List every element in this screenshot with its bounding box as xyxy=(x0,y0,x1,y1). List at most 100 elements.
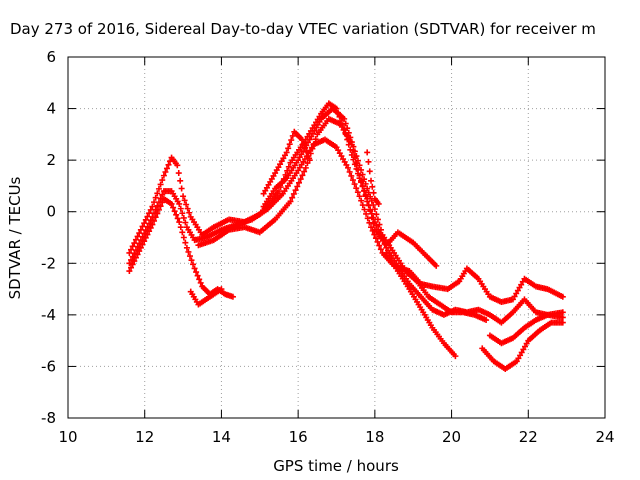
data-point xyxy=(559,309,566,316)
data-point xyxy=(177,177,184,184)
data-point xyxy=(174,162,181,169)
series-track-6 xyxy=(260,105,490,324)
chart-title: Day 273 of 2016, Sidereal Day-to-day VTE… xyxy=(10,20,596,38)
data-point xyxy=(356,172,363,179)
y-tick-label: -4 xyxy=(41,306,56,324)
data-marks xyxy=(126,100,566,373)
data-point xyxy=(289,194,296,201)
data-point xyxy=(353,185,360,192)
data-point xyxy=(374,238,381,245)
data-point xyxy=(190,261,197,268)
y-tick-label: 6 xyxy=(46,48,56,66)
data-point xyxy=(367,193,374,200)
data-point xyxy=(134,251,141,258)
data-point xyxy=(160,172,167,179)
data-point xyxy=(306,157,313,164)
data-point xyxy=(132,254,139,261)
data-point xyxy=(142,234,149,241)
y-tick-label: -6 xyxy=(41,357,56,375)
data-point xyxy=(371,231,378,238)
series-track-3 xyxy=(126,195,236,300)
data-point xyxy=(185,248,192,255)
data-point xyxy=(157,203,164,210)
data-point xyxy=(359,182,366,189)
y-tick-label: 0 xyxy=(46,203,56,221)
data-point xyxy=(368,224,375,231)
data-point xyxy=(303,148,310,155)
data-point xyxy=(344,125,351,132)
series-track-7 xyxy=(260,128,313,197)
data-point xyxy=(175,170,182,177)
data-point xyxy=(132,247,139,254)
data-point xyxy=(152,214,159,221)
data-point xyxy=(178,185,185,192)
data-point xyxy=(302,144,309,151)
data-point xyxy=(559,319,566,326)
data-point xyxy=(131,250,138,257)
data-point xyxy=(171,208,178,215)
data-point xyxy=(295,179,302,186)
data-point xyxy=(194,272,201,279)
data-point xyxy=(144,223,151,230)
data-point xyxy=(183,244,190,251)
data-point xyxy=(136,240,143,247)
data-point xyxy=(154,190,161,197)
data-point xyxy=(354,189,361,196)
data-point xyxy=(155,185,162,192)
data-point xyxy=(348,172,355,179)
data-point xyxy=(193,269,200,276)
x-tick-label: 16 xyxy=(289,428,308,446)
data-point xyxy=(154,210,161,217)
data-point xyxy=(141,230,148,237)
y-tick-label: 4 xyxy=(46,100,56,118)
data-point xyxy=(183,201,190,208)
data-point xyxy=(371,219,378,226)
data-point xyxy=(186,253,193,260)
data-point xyxy=(141,238,148,245)
x-tick-label: 20 xyxy=(442,428,461,446)
data-point xyxy=(373,222,380,229)
data-point xyxy=(300,140,307,147)
data-point xyxy=(299,172,306,179)
y-tick-label: -8 xyxy=(41,409,56,427)
data-point xyxy=(373,211,380,218)
data-point xyxy=(179,229,186,236)
data-point xyxy=(359,171,366,178)
data-point xyxy=(283,149,290,156)
series-track-9 xyxy=(479,319,566,373)
data-point xyxy=(369,183,376,190)
data-point xyxy=(433,262,440,269)
data-point xyxy=(354,157,361,164)
data-point xyxy=(341,115,348,122)
data-point xyxy=(347,146,354,153)
data-point xyxy=(366,219,373,226)
data-point xyxy=(377,246,384,253)
data-point xyxy=(347,134,354,141)
data-point xyxy=(298,136,305,143)
data-point xyxy=(311,140,318,147)
y-axis-label: SDTVAR / TECUs xyxy=(6,176,24,299)
data-point xyxy=(348,151,355,158)
data-point xyxy=(288,137,295,144)
data-point xyxy=(176,200,183,207)
series-track-4 xyxy=(187,286,225,308)
data-point xyxy=(452,353,459,360)
data-point xyxy=(163,165,170,172)
data-point xyxy=(364,149,371,156)
data-point xyxy=(356,162,363,169)
data-point xyxy=(179,210,186,217)
data-point xyxy=(353,153,360,160)
data-point xyxy=(149,221,156,228)
data-point xyxy=(368,177,375,184)
data-point xyxy=(376,242,383,249)
data-point xyxy=(229,293,236,300)
x-tick-label: 14 xyxy=(212,428,231,446)
data-point xyxy=(358,197,365,204)
data-point xyxy=(345,129,352,136)
data-point xyxy=(146,220,153,227)
series-track-10 xyxy=(486,309,566,347)
data-point xyxy=(289,132,296,139)
data-point xyxy=(290,190,297,197)
y-tick-label: 2 xyxy=(46,151,56,169)
data-point xyxy=(363,210,370,217)
